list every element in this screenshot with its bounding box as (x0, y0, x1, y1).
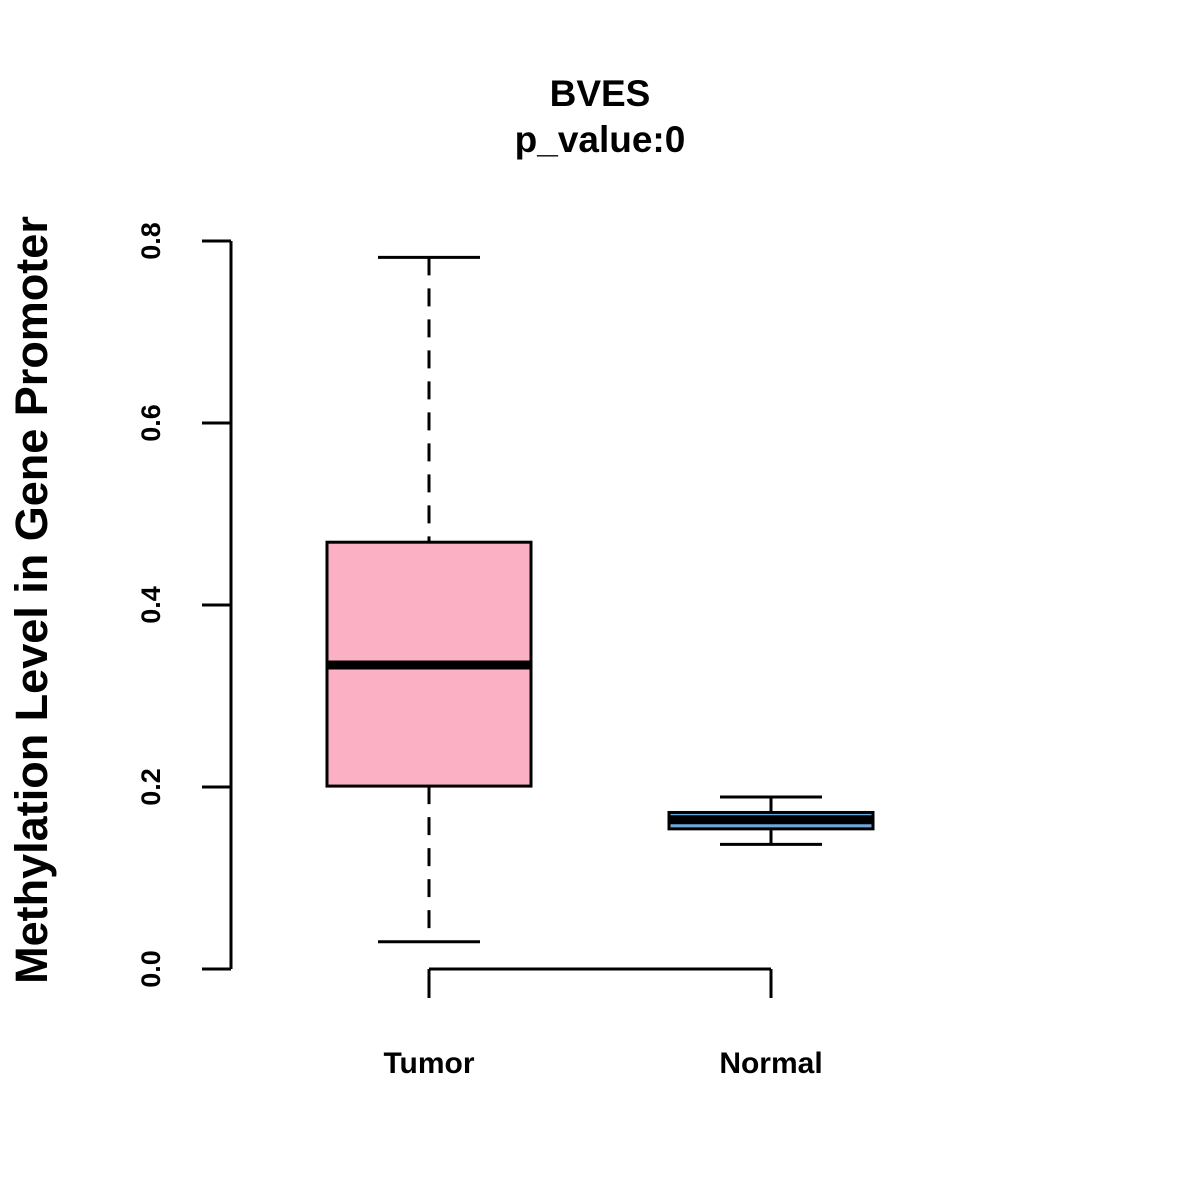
y-tick-label: 0.0 (136, 950, 166, 988)
box-tumor (325, 255, 533, 944)
y-axis: 0.0 0.2 0.4 0.6 0.8 (136, 222, 233, 988)
chart-subtitle: p_value:0 (515, 119, 686, 160)
y-tick-label: 0.8 (136, 222, 166, 260)
chart-title: BVES (550, 73, 651, 114)
x-tick-label-normal: Normal (719, 1047, 822, 1080)
y-tick-label: 0.4 (136, 586, 166, 624)
x-axis: Tumor Normal (383, 967, 823, 1080)
y-axis-label: Methylation Level in Gene Promoter (6, 216, 57, 984)
y-tick-label: 0.2 (136, 768, 166, 806)
box-normal (667, 795, 875, 846)
y-tick-label: 0.6 (136, 404, 166, 442)
x-tick-label-tumor: Tumor (383, 1047, 474, 1080)
boxes (325, 255, 875, 944)
